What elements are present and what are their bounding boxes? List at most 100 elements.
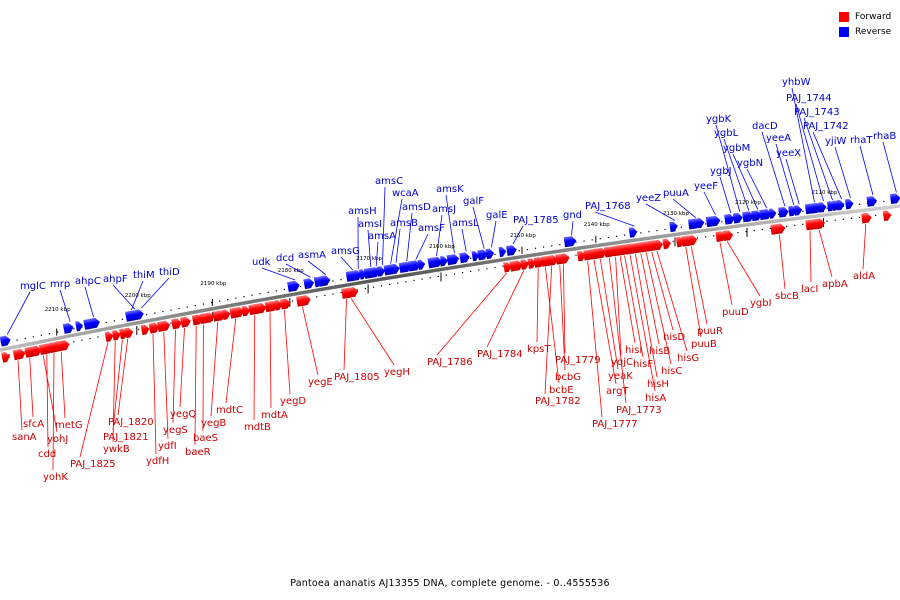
- gene-label: yohJ: [47, 434, 68, 445]
- gene-label: amsA: [368, 231, 396, 242]
- minor-tick: [235, 297, 237, 299]
- gene-label: amsB: [390, 218, 418, 229]
- minor-tick: [826, 220, 828, 222]
- reverse-gene-arrow: [303, 278, 315, 290]
- label-leader: [719, 242, 733, 306]
- reverse-gene-arrow: [889, 193, 900, 205]
- minor-tick: [672, 240, 674, 242]
- tick-label: 2130 kbp: [663, 211, 689, 217]
- minor-tick: [429, 277, 431, 279]
- gene-label: dacD: [752, 121, 778, 132]
- forward-gene-arrow: [296, 295, 311, 307]
- reverse-gene-arrow: [804, 203, 813, 215]
- tick-label: 2110 kbp: [812, 190, 838, 196]
- minor-tick: [81, 326, 83, 328]
- label-leader: [882, 141, 897, 193]
- gene-label: yegD: [280, 396, 306, 407]
- gene-labels: mglC mrp ahpC ahpF thiM thiD udk dcd asmA amsG ams…: [12, 77, 896, 483]
- gene-label: ygbM: [723, 143, 750, 154]
- minor-tick: [745, 230, 747, 233]
- minor-tick: [696, 237, 699, 239]
- gene-label: ywkB: [103, 444, 130, 455]
- label-leader: [29, 357, 34, 418]
- minor-tick: [48, 333, 51, 335]
- gene-label: PAJ_1773: [616, 405, 662, 416]
- forward-gene-arrow: [140, 324, 150, 336]
- gene-label: yeeF: [694, 181, 718, 192]
- gene-label: yegE: [308, 377, 333, 388]
- label-leader: [375, 241, 379, 267]
- label-leader: [141, 277, 170, 309]
- label-leader: [179, 327, 185, 408]
- gene-label: PAJ_1742: [803, 121, 849, 132]
- reverse-gene-arrow: [376, 266, 386, 277]
- reverse-gene-arrow: [705, 216, 714, 228]
- label-leader: [285, 263, 311, 278]
- label-leader: [284, 309, 291, 395]
- minor-tick: [583, 240, 585, 242]
- gene-label: PAJ_1768: [585, 201, 631, 212]
- reverse-gene-arrow: [746, 211, 754, 222]
- label-leader: [818, 229, 833, 278]
- forward-gene-arrow: [861, 212, 872, 224]
- gene-label: udk: [252, 257, 271, 268]
- reverse-gene-arrow: [732, 213, 741, 224]
- minor-tick: [445, 274, 447, 276]
- label-leader: [445, 194, 455, 254]
- gene-label: yeaK: [608, 371, 633, 382]
- forward-gene-arrow: [273, 300, 283, 311]
- tick-label: 2190 kbp: [200, 281, 226, 287]
- gene-label: yeeA: [766, 133, 791, 144]
- label-leader: [645, 252, 672, 365]
- forward-gene-arrow: [652, 239, 664, 251]
- label-leader: [624, 255, 644, 358]
- minor-tick: [753, 229, 755, 232]
- label-leader: [809, 230, 812, 283]
- minor-tick: [332, 293, 334, 295]
- label-leader: [651, 251, 674, 331]
- label-leader: [536, 268, 539, 343]
- gene-label: galF: [463, 196, 484, 207]
- reverse-gene-arrow: [417, 259, 426, 270]
- forward-gene-arrow: [48, 342, 58, 353]
- minor-tick: [534, 247, 537, 249]
- forward-gene-arrow: [264, 301, 278, 313]
- tick-label: 2180 kbp: [278, 268, 304, 274]
- minor-tick: [834, 219, 836, 221]
- gene-label: yjiW: [825, 136, 846, 147]
- gene-label: gnd: [563, 210, 582, 221]
- gene-label: bcbE: [549, 385, 574, 396]
- forward-gene-arrow: [241, 305, 251, 317]
- forward-gene-arrow: [810, 219, 820, 230]
- minor-tick: [219, 300, 221, 302]
- label-connectors: [6, 87, 897, 471]
- forward-gene-arrow: [54, 340, 70, 352]
- gene-label: ahpC: [75, 276, 101, 287]
- gene-label: asmA: [298, 250, 326, 261]
- minor-tick: [356, 289, 358, 291]
- reverse-gene-arrow: [287, 280, 300, 293]
- tick-label: 2200 kbp: [125, 293, 151, 299]
- minor-tick: [300, 286, 302, 288]
- label-leader: [194, 325, 197, 446]
- tick-label: 2210 kbp: [45, 307, 71, 313]
- minor-tick: [786, 225, 788, 227]
- label-leader: [545, 267, 560, 384]
- label-leader: [615, 256, 622, 356]
- gene-label: lacI: [801, 284, 818, 295]
- minor-tick: [883, 200, 885, 203]
- gene-label: baeS: [193, 433, 218, 444]
- reverse-gene-arrow: [669, 221, 678, 233]
- gene-label: hisA: [645, 393, 666, 404]
- minor-tick: [842, 218, 844, 220]
- forward-gene-arrow: [171, 318, 182, 330]
- minor-tick: [737, 232, 739, 234]
- gene-label: yegQ: [170, 409, 196, 420]
- forward-gene-arrow: [576, 250, 586, 262]
- reverse-gene-arrow: [351, 270, 362, 281]
- minor-tick: [575, 241, 577, 243]
- minor-tick: [761, 228, 763, 231]
- gene-label: yegH: [384, 367, 410, 378]
- reverse-gene-arrow: [485, 248, 495, 260]
- label-leader: [261, 267, 296, 281]
